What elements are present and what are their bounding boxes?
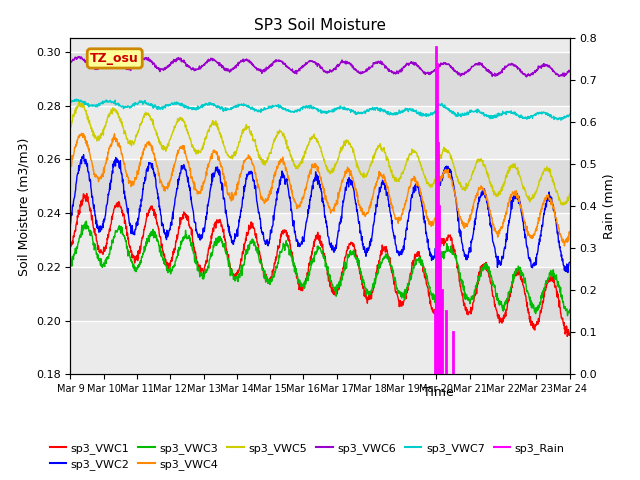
sp3_VWC4	[166, 181, 173, 187]
sp3_VWC3	[166, 267, 173, 273]
sp3_VWC2	[397, 250, 405, 255]
sp3_VWC6	[463, 70, 470, 75]
sp3_VWC6	[566, 69, 573, 74]
sp3_VWC1	[234, 271, 241, 276]
sp3_VWC7	[178, 103, 186, 109]
Bar	[70, 159, 570, 213]
sp3_VWC6	[67, 60, 74, 66]
sp3_VWC7	[234, 103, 241, 108]
sp3_VWC6	[74, 54, 82, 60]
sp3_VWC4	[561, 243, 568, 249]
sp3_VWC4	[77, 131, 85, 136]
Line: sp3_VWC1: sp3_VWC1	[70, 193, 570, 336]
sp3_VWC2	[463, 252, 470, 258]
Line: sp3_VWC6: sp3_VWC6	[70, 57, 570, 77]
sp3_VWC5	[397, 170, 405, 176]
Bar	[70, 321, 570, 374]
sp3_VWC7	[566, 111, 573, 117]
sp3_VWC2	[564, 270, 572, 276]
sp3_VWC4	[507, 192, 515, 198]
sp3_VWC1	[507, 286, 515, 291]
sp3_VWC1	[67, 240, 74, 245]
Legend: sp3_VWC1, sp3_VWC2, sp3_VWC3, sp3_VWC4, sp3_VWC5, sp3_VWC6, sp3_VWC7, sp3_Rain: sp3_VWC1, sp3_VWC2, sp3_VWC3, sp3_VWC4, …	[45, 438, 569, 474]
sp3_VWC5	[234, 145, 241, 151]
sp3_VWC4	[566, 230, 573, 236]
sp3_VWC5	[67, 121, 74, 127]
sp3_VWC1	[166, 261, 173, 266]
Line: sp3_VWC3: sp3_VWC3	[70, 221, 570, 316]
sp3_VWC5	[166, 137, 173, 143]
Text: Time: Time	[423, 386, 454, 399]
sp3_VWC7	[67, 99, 74, 105]
sp3_VWC3	[463, 292, 470, 298]
sp3_VWC5	[566, 191, 573, 197]
sp3_VWC2	[234, 233, 241, 239]
sp3_VWC7	[463, 110, 470, 116]
Y-axis label: Rain (mm): Rain (mm)	[603, 174, 616, 239]
sp3_VWC3	[397, 292, 405, 298]
sp3_VWC4	[178, 145, 186, 151]
sp3_VWC4	[463, 222, 470, 228]
Bar	[70, 106, 570, 159]
sp3_VWC6	[397, 66, 405, 72]
Bar	[70, 213, 570, 267]
sp3_VWC5	[178, 117, 186, 122]
sp3_VWC5	[75, 98, 83, 104]
sp3_VWC3	[566, 307, 573, 312]
Line: sp3_VWC2: sp3_VWC2	[70, 155, 570, 273]
sp3_VWC5	[463, 184, 470, 190]
sp3_VWC2	[166, 226, 173, 232]
sp3_VWC7	[166, 103, 173, 108]
sp3_VWC1	[178, 215, 186, 220]
sp3_VWC6	[166, 63, 173, 69]
sp3_VWC3	[507, 285, 515, 291]
sp3_VWC3	[67, 254, 74, 260]
sp3_VWC1	[563, 334, 571, 339]
Bar	[70, 267, 570, 321]
Title: SP3 Soil Moisture: SP3 Soil Moisture	[254, 18, 386, 33]
Line: sp3_VWC7: sp3_VWC7	[70, 99, 570, 120]
sp3_VWC1	[83, 191, 90, 196]
sp3_VWC1	[463, 307, 470, 312]
sp3_VWC3	[564, 313, 572, 319]
sp3_VWC5	[507, 163, 515, 168]
sp3_VWC7	[72, 96, 80, 102]
sp3_VWC4	[397, 213, 405, 218]
sp3_VWC5	[559, 202, 567, 208]
sp3_VWC3	[83, 218, 90, 224]
sp3_VWC1	[566, 331, 573, 336]
sp3_VWC2	[507, 210, 515, 216]
Bar	[70, 52, 570, 106]
sp3_VWC7	[557, 117, 564, 123]
Y-axis label: Soil Moisture (m3/m3): Soil Moisture (m3/m3)	[17, 137, 30, 276]
Text: TZ_osu: TZ_osu	[90, 52, 139, 65]
sp3_VWC6	[522, 74, 530, 80]
sp3_VWC7	[397, 109, 405, 115]
Line: sp3_VWC4: sp3_VWC4	[70, 133, 570, 246]
Bar	[70, 0, 570, 52]
sp3_VWC4	[234, 187, 241, 192]
sp3_VWC3	[234, 275, 241, 280]
sp3_VWC6	[178, 58, 186, 63]
sp3_VWC2	[80, 152, 88, 157]
sp3_VWC6	[507, 61, 515, 67]
sp3_VWC2	[178, 164, 186, 170]
sp3_VWC2	[566, 260, 573, 265]
Line: sp3_VWC5: sp3_VWC5	[70, 101, 570, 205]
sp3_VWC3	[178, 240, 186, 245]
sp3_VWC2	[67, 222, 74, 228]
sp3_VWC7	[507, 110, 515, 116]
sp3_VWC1	[397, 302, 405, 308]
sp3_VWC4	[67, 164, 74, 169]
sp3_VWC6	[234, 62, 241, 68]
